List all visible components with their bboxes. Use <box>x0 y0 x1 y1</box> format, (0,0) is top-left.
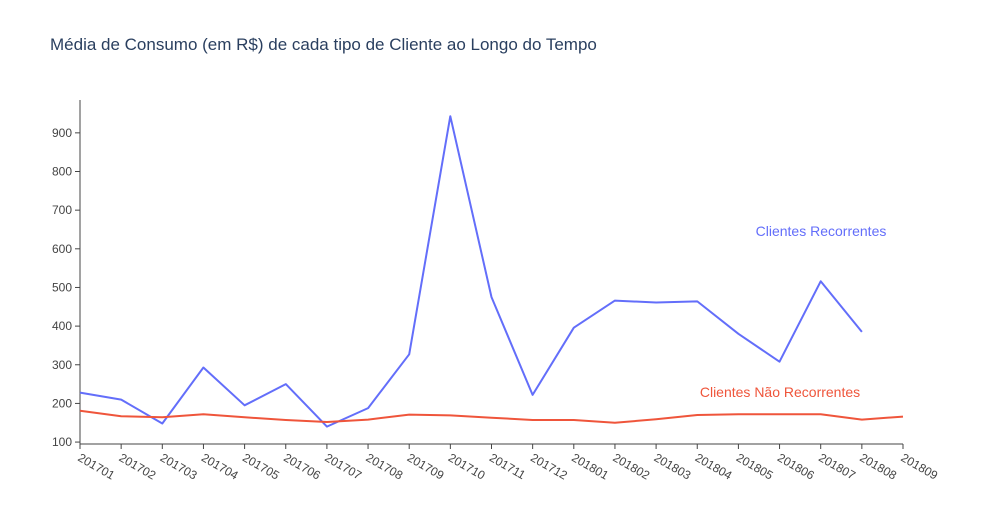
x-tick-label: 201702 <box>117 450 159 482</box>
series-label-0: Clientes Recorrentes <box>756 223 887 239</box>
y-tick-label: 200 <box>52 396 72 410</box>
x-tick-label: 201703 <box>158 450 200 482</box>
y-tick-label: 800 <box>52 165 72 179</box>
x-tick-label: 201705 <box>240 450 282 482</box>
series-line-clientes-nao-recorrentes <box>79 409 904 424</box>
x-tick-label: 201711 <box>487 450 528 482</box>
x-tick-label: 201704 <box>199 450 241 482</box>
y-tick-label: 600 <box>52 242 72 256</box>
x-tick-label: 201801 <box>569 450 611 482</box>
x-tick-label: 201806 <box>775 450 817 482</box>
y-tick-label: 100 <box>52 435 72 449</box>
x-tick-label: 201803 <box>652 450 694 482</box>
x-tick-label: 201706 <box>281 450 323 482</box>
y-tick-label: 400 <box>52 319 72 333</box>
x-tick-label: 201807 <box>816 450 858 482</box>
x-tick-label: 201709 <box>405 450 447 482</box>
x-tick-label: 201707 <box>322 450 364 482</box>
chart-title: Média de Consumo (em R$) de cada tipo de… <box>50 35 597 54</box>
x-tick-label: 201808 <box>857 450 899 482</box>
x-tick-label: 201710 <box>446 450 488 482</box>
annotations: Clientes Recorrentes Clientes Não Recorre… <box>700 223 887 400</box>
series-line-clientes-recorrentes <box>79 115 863 428</box>
x-tick-label: 201805 <box>734 450 776 482</box>
x-tick-label: 201809 <box>899 450 941 482</box>
series-lines <box>79 115 904 428</box>
x-tick-label: 201701 <box>76 450 118 482</box>
y-tick-label: 900 <box>52 126 72 140</box>
y-tick-label: 500 <box>52 280 72 294</box>
series-label-1: Clientes Não Recorrentes <box>700 384 860 400</box>
x-tick-label: 201804 <box>693 450 735 482</box>
x-axis-ticks: 201701 201702 201703 201704 201705 201706 2017… <box>76 444 941 483</box>
x-tick-label: 201708 <box>364 450 406 482</box>
y-tick-label: 700 <box>52 203 72 217</box>
x-tick-label: 201802 <box>610 450 652 482</box>
x-tick-label: 201712 <box>528 450 570 482</box>
y-tick-label: 300 <box>52 358 72 372</box>
y-axis-ticks: 100 200 300 400 500 600 700 800 900 <box>52 126 80 449</box>
